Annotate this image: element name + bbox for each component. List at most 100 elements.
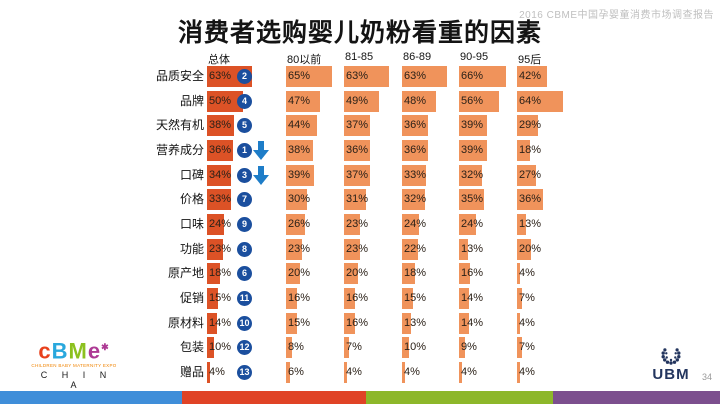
bar-cell: 49% [344, 90, 414, 112]
rank-badge: 6 [237, 266, 252, 282]
bar [207, 213, 225, 235]
bar [286, 90, 320, 112]
bar-cell: 31% [344, 189, 414, 211]
row-label: 原产地 [167, 266, 204, 281]
cbme-letter: M [68, 338, 88, 364]
bar [459, 115, 487, 137]
bar-value: 38% [209, 119, 232, 132]
bar [207, 312, 217, 334]
rank-badge: 5 [237, 118, 252, 134]
chart-row: 品牌 50% 47% 49% 48% 56% 64% 4 [0, 90, 720, 112]
bar-cell: 48% [402, 90, 472, 112]
bar-value: 4% [519, 316, 535, 329]
bar-value: 4% [519, 267, 535, 280]
bar-value: 14% [461, 316, 484, 329]
bar-value: 38% [288, 143, 311, 156]
bar-cell: 4% [402, 361, 472, 383]
bar [344, 361, 347, 383]
bar-value: 32% [461, 168, 484, 181]
bar-cell: 36% [517, 189, 587, 211]
bar-value: 13% [461, 242, 484, 255]
bar [459, 337, 466, 359]
bar-value: 20% [519, 242, 542, 255]
row-label: 口碑 [179, 167, 204, 182]
bar-value: 29% [519, 119, 542, 132]
bar-cell: 13% [402, 312, 472, 334]
bar-value: 47% [288, 94, 311, 107]
bar-cell: 9% [459, 337, 529, 359]
bar-cell: 4% [517, 361, 587, 383]
bar [402, 238, 418, 260]
bar-cell: 4% [517, 312, 587, 334]
bar-value: 30% [288, 193, 311, 206]
bar [517, 164, 537, 186]
bar-cell: 10% [207, 337, 277, 359]
bar-cell: 24% [459, 213, 529, 235]
stripe-segment [553, 391, 720, 404]
bar-value: 13% [519, 217, 542, 230]
cbme-letter: B [51, 338, 69, 364]
bar-cell: 4% [459, 361, 529, 383]
bar-value: 20% [346, 267, 369, 280]
bar-cell: 38% [207, 115, 277, 137]
bar-value: 13% [404, 316, 427, 329]
bar [207, 337, 215, 359]
chart-row: 赠品 4% 6% 4% 4% 4% 4% 13 [0, 361, 720, 383]
bar [459, 139, 487, 161]
column-header-5: 95后 [518, 54, 542, 66]
bar-value: 63% [404, 70, 427, 82]
bar [286, 164, 314, 186]
bar-value: 36% [404, 119, 427, 132]
cbme-logo-country: C H I N A [40, 370, 113, 391]
bar-cell: 7% [344, 337, 414, 359]
bar-cell: 32% [402, 189, 472, 211]
page-title: 消费者选购婴儿奶粉看重的因素 [177, 19, 542, 47]
bar-cell: 56% [459, 90, 529, 112]
bar [207, 115, 235, 137]
row-label: 营养成分 [155, 142, 204, 157]
bar [207, 90, 243, 112]
bar-value: 39% [461, 119, 484, 132]
bar-cell: 23% [207, 238, 277, 260]
row-label: 包装 [179, 340, 204, 355]
chart-row: 价格 33% 30% 31% 32% 35% 36% 7 [0, 189, 720, 211]
chart-row: 促销 15% 16% 16% 15% 14% 7% 11 [0, 287, 720, 309]
bar [286, 263, 301, 285]
bar [344, 213, 361, 235]
cbme-logo-tagline: CHILDREN BABY MATERNITY EXPO [31, 363, 117, 369]
bar-chart: 品质安全 63% 65% 63% 63% 66% 42% 2 品牌 50% 47% 49% 48% 56%… [0, 66, 720, 388]
bar-cell: 7% [517, 287, 587, 309]
bar-cell: 39% [459, 139, 529, 161]
rank-badge: 9 [237, 216, 252, 232]
cbme-logo: cBMe✱ CHILDREN BABY MATERNITY EXPO C H I… [26, 336, 122, 390]
bar-value: 18% [404, 267, 427, 280]
bar-value: 31% [346, 193, 369, 206]
bar-cell: 13% [459, 238, 529, 260]
page-number: 34 [701, 372, 712, 382]
bar-cell: 18% [207, 263, 277, 285]
column-header-2: 81-85 [345, 51, 374, 63]
bar [517, 90, 563, 112]
chart-row: 品质安全 63% 65% 63% 63% 66% 42% 2 [0, 66, 720, 87]
bar-cell: 20% [517, 238, 587, 260]
bar-cell: 37% [344, 164, 414, 186]
chart-row: 原材料 14% 15% 16% 13% 14% 4% 10 [0, 312, 720, 334]
bar [402, 312, 412, 334]
bar-cell: 7% [517, 337, 587, 359]
bar [402, 263, 415, 285]
bar [517, 189, 543, 211]
bar [207, 189, 231, 211]
bar-cell: 37% [344, 115, 414, 137]
bar-cell: 33% [207, 189, 277, 211]
bar-cell: 63% [344, 66, 414, 87]
chart-row: 功能 23% 23% 23% 22% 13% 20% 8 [0, 238, 720, 260]
rank-badge: 4 [237, 93, 252, 109]
bar-value: 64% [519, 94, 542, 107]
cbme-logo-letters: cBMe✱ [26, 336, 122, 362]
bar [517, 66, 547, 87]
bar [459, 189, 484, 211]
bar-cell: 29% [517, 115, 587, 137]
row-label: 品牌 [179, 93, 204, 108]
bar-cell: 26% [286, 213, 356, 235]
bar-value: 39% [288, 168, 311, 181]
